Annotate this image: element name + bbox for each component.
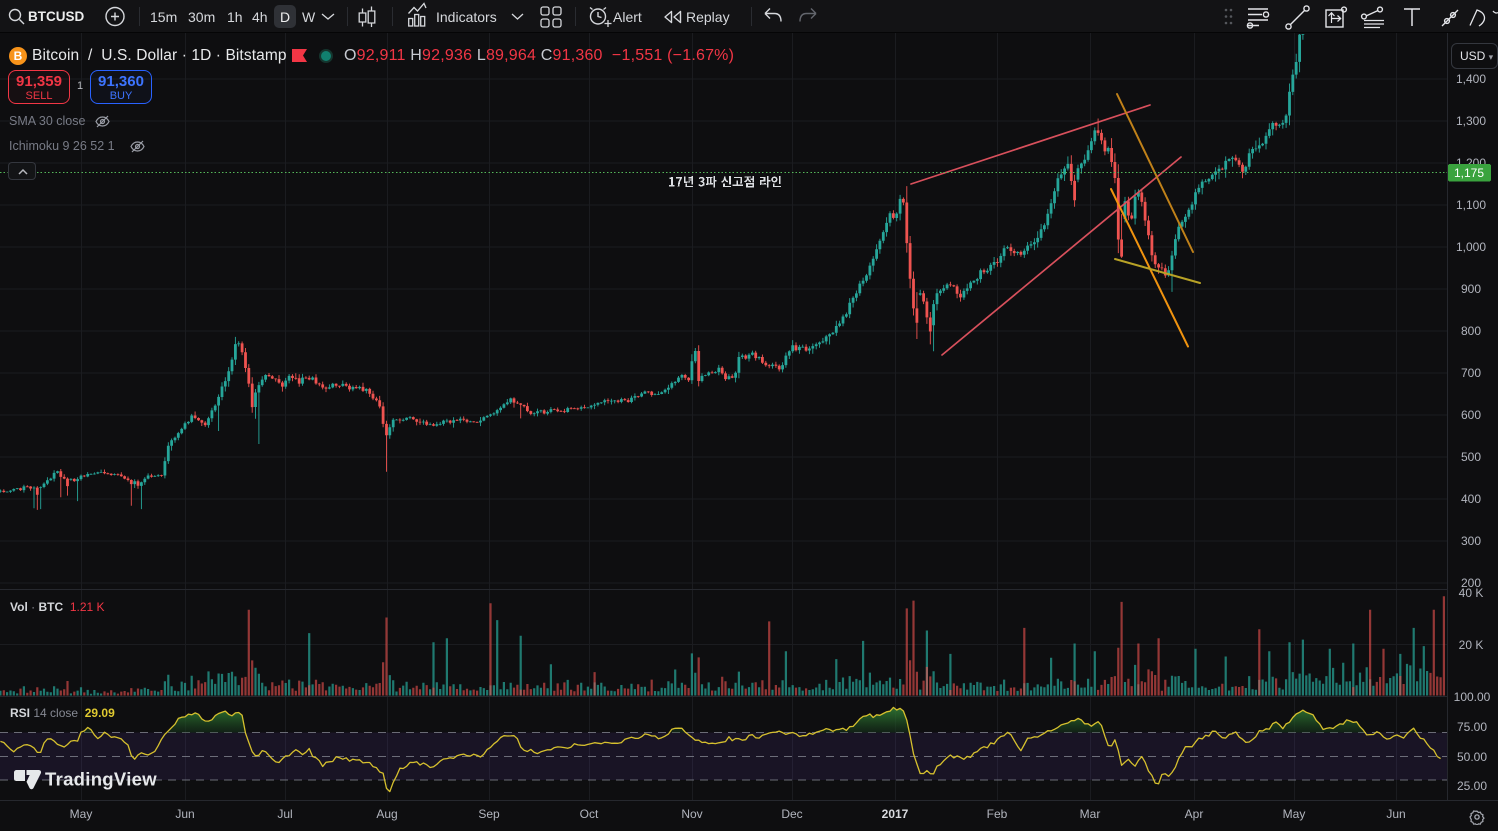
svg-text:40 K: 40 K [1459,586,1484,600]
svg-text:75.00: 75.00 [1457,720,1487,734]
svg-text:Jul: Jul [277,807,292,821]
svg-text:TradingView: TradingView [45,769,157,790]
svg-text:100.00: 100.00 [1454,690,1491,704]
svg-text:1,175: 1,175 [1454,166,1484,180]
svg-text:900: 900 [1461,282,1481,296]
svg-text:400: 400 [1461,492,1481,506]
svg-text:Sep: Sep [478,807,500,821]
svg-text:Nov: Nov [681,807,702,821]
svg-text:Feb: Feb [987,807,1008,821]
svg-text:Mar: Mar [1080,807,1101,821]
svg-text:2017: 2017 [882,807,909,821]
svg-text:Dec: Dec [781,807,802,821]
svg-text:1,300: 1,300 [1456,114,1486,128]
svg-text:800: 800 [1461,324,1481,338]
svg-text:Jun: Jun [1386,807,1405,821]
svg-text:1,000: 1,000 [1456,240,1486,254]
svg-text:May: May [1283,807,1306,821]
svg-text:20 K: 20 K [1459,638,1484,652]
svg-text:700: 700 [1461,366,1481,380]
svg-text:Oct: Oct [580,807,599,821]
svg-text:50.00: 50.00 [1457,750,1487,764]
svg-text:May: May [70,807,93,821]
svg-text:1,400: 1,400 [1456,72,1486,86]
svg-text:Jun: Jun [175,807,194,821]
svg-text:500: 500 [1461,450,1481,464]
svg-text:Apr: Apr [1185,807,1204,821]
svg-text:25.00: 25.00 [1457,779,1487,793]
svg-text:1,100: 1,100 [1456,198,1486,212]
svg-text:300: 300 [1461,534,1481,548]
svg-text:600: 600 [1461,408,1481,422]
svg-text:Aug: Aug [376,807,397,821]
svg-text:200: 200 [1461,576,1481,590]
